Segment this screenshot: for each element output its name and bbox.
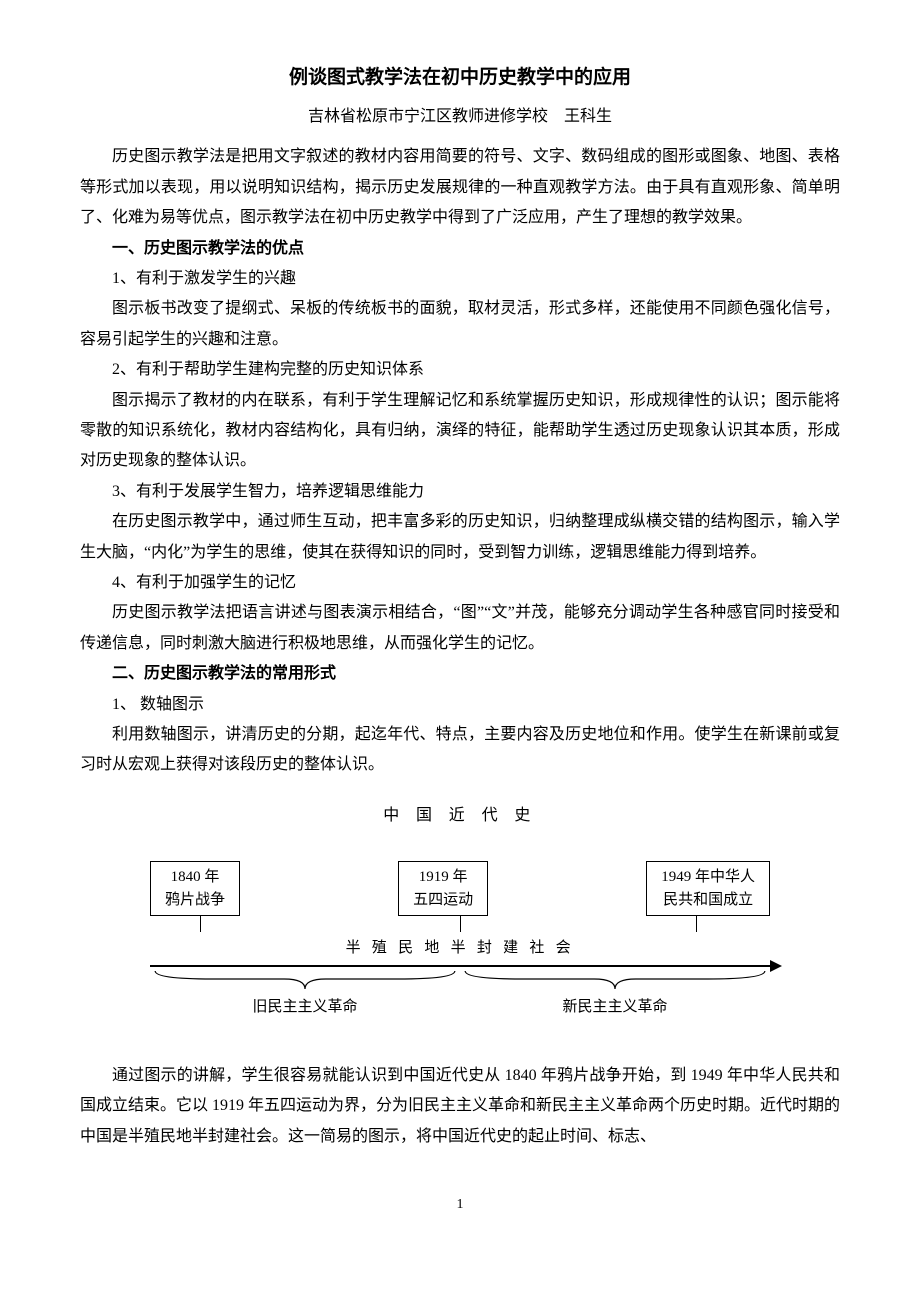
page-number: 1 — [80, 1192, 840, 1219]
brace-1 — [150, 969, 460, 991]
section2-item1-para: 利用数轴图示，讲清历史的分期，起迄年代、特点，主要内容及历史地位和作用。使学生在… — [80, 720, 840, 781]
section1-item1-para: 图示板书改变了提纲式、呆板的传统板书的面貌，取材灵活，形式多样，还能使用不同颜色… — [80, 294, 840, 355]
page-title: 例谈图式教学法在初中历史教学中的应用 — [80, 60, 840, 96]
section1-item3-heading: 3、有利于发展学生智力，培养逻辑思维能力 — [80, 477, 840, 507]
section2-heading: 二、历史图示教学法的常用形式 — [80, 659, 840, 689]
author-line: 吉林省松原市宁江区教师进修学校 王科生 — [80, 102, 840, 132]
conclusion-paragraph: 通过图示的讲解，学生很容易就能认识到中国近代史从 1840 年鸦片战争开始，到 … — [80, 1061, 840, 1152]
event-box-3: 1949 年中华人 民共和国成立 — [646, 861, 770, 916]
event-box-2: 1919 年 五四运动 — [398, 861, 488, 916]
diagram-title: 中 国 近 代 史 — [80, 801, 840, 831]
section1-item4-heading: 4、有利于加强学生的记忆 — [80, 568, 840, 598]
section1-item2-para: 图示揭示了教材的内在联系，有利于学生理解记忆和系统掌握历史知识，形成规律性的认识… — [80, 386, 840, 477]
section1-item3-para: 在历史图示教学中，通过师生互动，把丰富多彩的历史知识，归纳整理成纵横交错的结构图… — [80, 507, 840, 568]
event-2-line1: 1919 年 — [413, 866, 473, 889]
event-3-line2: 民共和国成立 — [661, 889, 755, 912]
brace-2 — [460, 969, 770, 991]
event-box-1: 1840 年 鸦片战争 — [150, 861, 240, 916]
tick-3 — [696, 916, 697, 932]
section1-item4-para: 历史图示教学法把语言讲述与图表演示相结合，“图”“文”并茂，能够充分调动学生各种… — [80, 598, 840, 659]
event-1-line1: 1840 年 — [165, 866, 225, 889]
axis-line — [150, 965, 770, 967]
period-1-label: 旧民主主义革命 — [150, 993, 460, 1022]
intro-paragraph: 历史图示教学法是把用文字叙述的教材内容用简要的符号、文字、数码组成的图形或图象、… — [80, 142, 840, 233]
event-box-row: 1840 年 鸦片战争 1919 年 五四运动 1949 年中华人 民共和国成立 — [150, 861, 770, 916]
tick-2 — [460, 916, 461, 932]
section1-heading: 一、历史图示教学法的优点 — [80, 234, 840, 264]
brace-row — [150, 969, 770, 991]
arrowhead-icon — [770, 960, 782, 972]
event-3-line1: 1949 年中华人 — [661, 866, 755, 889]
section2-item1-heading: 1、 数轴图示 — [80, 690, 840, 720]
axis-label: 半 殖 民 地 半 封 建 社 会 — [150, 934, 770, 963]
tick-1 — [200, 916, 201, 932]
tick-row — [150, 916, 770, 932]
section1-item1-heading: 1、有利于激发学生的兴趣 — [80, 264, 840, 294]
timeline-diagram: 1840 年 鸦片战争 1919 年 五四运动 1949 年中华人 民共和国成立… — [150, 861, 770, 1021]
event-1-line2: 鸦片战争 — [165, 889, 225, 912]
brace-labels: 旧民主主义革命 新民主主义革命 — [150, 993, 770, 1022]
event-2-line2: 五四运动 — [413, 889, 473, 912]
section1-item2-heading: 2、有利于帮助学生建构完整的历史知识体系 — [80, 355, 840, 385]
period-2-label: 新民主主义革命 — [460, 993, 770, 1022]
